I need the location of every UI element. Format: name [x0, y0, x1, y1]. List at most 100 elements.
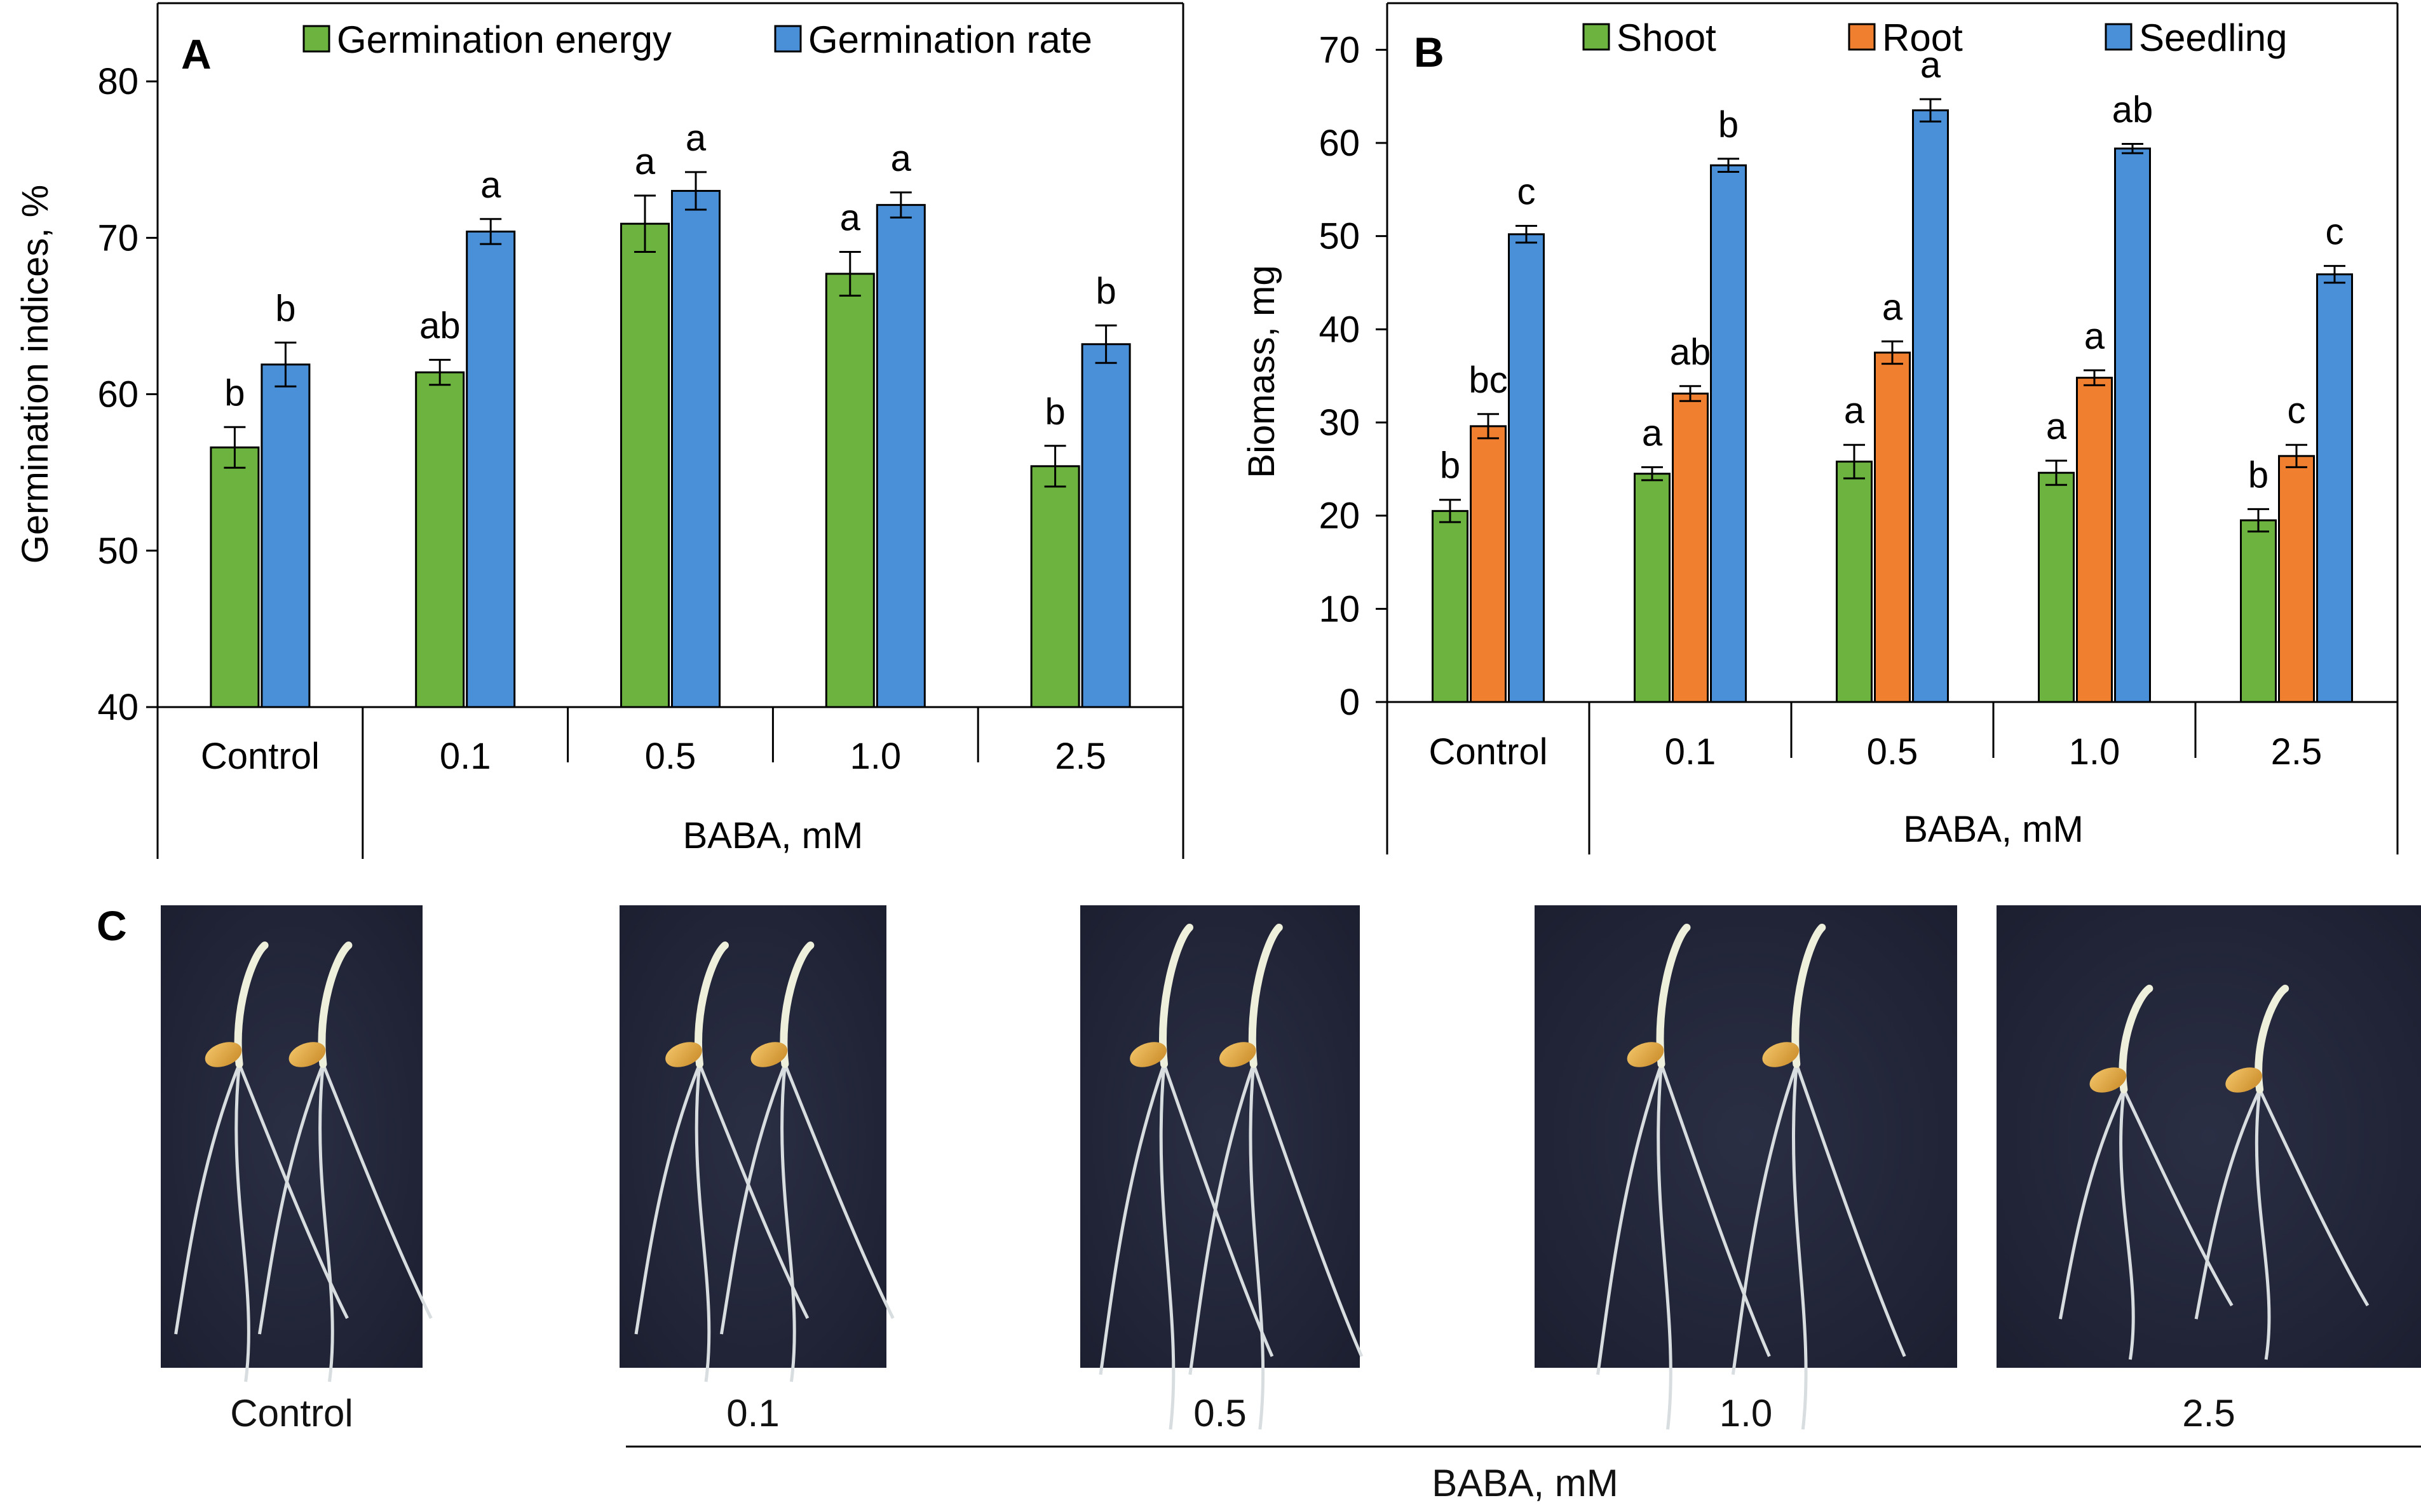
seedling-root: [1099, 1063, 1166, 1375]
seedling-root: [1596, 1063, 1663, 1375]
seedling-root: [318, 1063, 334, 1382]
significance-label: a: [1882, 287, 1903, 328]
y-tick-label: 60: [97, 374, 139, 415]
legend-swatch: [774, 25, 802, 53]
bar: [415, 371, 465, 708]
photo-caption: Control: [230, 1392, 353, 1434]
significance-label: a: [686, 118, 707, 159]
seedling-root: [1162, 1063, 1274, 1357]
bar: [1836, 461, 1873, 703]
seedling-root: [2258, 1088, 2370, 1307]
legend-label: Root: [1882, 17, 1963, 59]
category-label: 2.5: [2271, 731, 2323, 773]
seedling-root: [1794, 1063, 1906, 1357]
seedling-shoot: [1791, 923, 1826, 1068]
seedling-root: [1660, 1063, 1771, 1357]
significance-label: a: [1642, 412, 1663, 454]
category-label: 2.5: [1055, 736, 1106, 777]
seedling-root: [780, 1063, 796, 1382]
category-label: 1.0: [2069, 731, 2120, 773]
seed: [205, 1042, 242, 1067]
seedling-root: [2058, 1088, 2126, 1320]
bar: [2114, 147, 2151, 703]
bar: [1912, 109, 1949, 703]
y-tick-label: 50: [1319, 216, 1360, 257]
y-tick-label: 20: [1319, 496, 1360, 537]
significance-label: b: [2248, 454, 2268, 496]
y-tick-label: 40: [1319, 309, 1360, 350]
significance-label: ab: [2112, 89, 2153, 130]
bar: [1634, 473, 1671, 703]
bar: [1672, 393, 1709, 703]
seed: [1762, 1042, 1800, 1067]
y-axis-title: Germination indices, %: [15, 185, 56, 564]
seedling-photo: [161, 905, 423, 1368]
significance-label: b: [275, 288, 295, 329]
photo-caption: 1.0: [1719, 1392, 1773, 1434]
y-tick-label: 50: [97, 530, 139, 572]
seedling-root: [783, 1063, 895, 1320]
significance-label: b: [1440, 445, 1460, 487]
seed: [2089, 1067, 2127, 1093]
seedling-photo: [620, 905, 886, 1368]
bar: [261, 363, 311, 708]
seedling-root: [174, 1063, 241, 1335]
significance-label: ab: [419, 305, 461, 346]
seedling-root: [1249, 1063, 1265, 1430]
significance-label: ab: [1670, 332, 1711, 373]
y-tick-label: 0: [1339, 682, 1360, 723]
seed: [1130, 1042, 1167, 1067]
bar: [620, 222, 670, 708]
photo-caption: 0.1: [726, 1392, 780, 1434]
seedling-root: [1657, 1063, 1672, 1430]
bar: [671, 189, 721, 708]
seed: [288, 1042, 326, 1067]
legend-label: Seedling: [2139, 17, 2288, 59]
bar: [1432, 510, 1468, 703]
category-label: 0.5: [645, 736, 696, 777]
seed: [1627, 1042, 1664, 1067]
category-label: 0.1: [440, 736, 491, 777]
legend-label: Germination rate: [808, 18, 1092, 61]
seedling-root: [1188, 1063, 1256, 1375]
seedling-root: [695, 1063, 711, 1382]
seed: [1219, 1042, 1256, 1067]
legend-label: Germination energy: [337, 18, 672, 61]
legend-swatch: [1848, 23, 1876, 51]
seedling-root: [634, 1063, 702, 1335]
bar: [876, 204, 926, 708]
y-tick-label: 80: [97, 61, 139, 102]
significance-label: c: [2326, 212, 2344, 253]
panel-a-chart: A 40 50 60 70 80 Germination indices, % Contro…: [15, 2, 1184, 859]
panel-c-letter: C: [97, 902, 127, 949]
seedling-root: [234, 1063, 250, 1382]
significance-label: c: [2288, 390, 2306, 431]
seedling-shoot: [1248, 923, 1283, 1068]
bar: [1030, 465, 1080, 708]
bar: [2076, 377, 2113, 703]
seedling-root: [2122, 1088, 2234, 1307]
significance-label: a: [1844, 390, 1865, 431]
seedling-root: [238, 1063, 349, 1320]
seedling-root: [2119, 1089, 2135, 1360]
significance-label: b: [1718, 104, 1739, 145]
y-axis-title: Biomass, mg: [1241, 265, 1282, 478]
significance-label: a: [1920, 44, 1941, 86]
bar: [2240, 519, 2277, 703]
bar: [1081, 343, 1131, 708]
legend-label: Shoot: [1617, 17, 1716, 59]
bar: [825, 273, 875, 708]
seedling-root: [2194, 1088, 2262, 1320]
significance-label: a: [2046, 406, 2067, 447]
seedling-root: [2255, 1089, 2271, 1360]
seedling-root: [1792, 1063, 1808, 1430]
seedling-root: [719, 1063, 787, 1335]
panel-c-photos: C: [97, 902, 2421, 1448]
panel-b-letter: B: [1414, 29, 1444, 76]
seed: [750, 1042, 788, 1067]
significance-label: b: [1045, 391, 1065, 433]
seedling-root: [1252, 1063, 1364, 1357]
category-label: Control: [201, 736, 320, 777]
y-tick-label: 30: [1319, 402, 1360, 443]
